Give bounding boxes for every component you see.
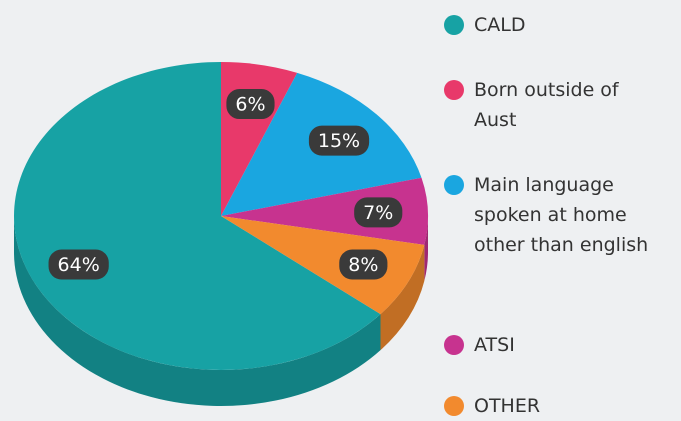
data-label: 64% [48, 249, 109, 280]
legend-label: OTHER [474, 395, 541, 417]
data-label: 15% [308, 125, 370, 156]
legend-item: Main language spoken at home other than … [444, 170, 664, 260]
slice-side [14, 216, 381, 407]
pie-chart: 64% 6% 15% 7% 8% [13, 62, 428, 407]
legend-swatch [444, 15, 464, 35]
legend-label: CALD [474, 14, 526, 36]
slice [13, 62, 381, 370]
legend-swatch [444, 175, 464, 195]
slice-side-shade [14, 216, 381, 407]
legend-item: ATSI [444, 330, 680, 360]
legend-swatch [444, 335, 464, 355]
data-label-bg [354, 197, 403, 228]
legend-swatch [444, 80, 464, 100]
legend-label: Born outside of Aust [474, 79, 619, 131]
data-label-text: 6% [235, 94, 265, 116]
legend-item: OTHER [444, 391, 680, 421]
slice [221, 177, 428, 245]
slice-side [380, 244, 425, 351]
data-label-bg [308, 125, 370, 156]
data-label-bg [226, 89, 275, 120]
slice [221, 216, 425, 315]
data-label-text: 15% [318, 130, 360, 152]
data-label: 8% [339, 249, 388, 280]
data-label-text: 7% [363, 202, 393, 224]
data-label: 6% [226, 89, 275, 120]
data-label-bg [48, 249, 109, 280]
legend-swatch [444, 396, 464, 416]
slice-side-shade [380, 244, 425, 351]
slice-side-shade [424, 216, 428, 281]
data-label-text: 8% [348, 254, 378, 276]
data-label-bg [339, 249, 388, 280]
legend-label: Main language spoken at home other than … [474, 174, 649, 256]
data-label: 7% [354, 197, 403, 228]
legend-label: ATSI [474, 334, 515, 356]
legend-item: CALD [444, 10, 680, 40]
slice-side [424, 216, 428, 281]
legend-item: Born outside of Aust [444, 75, 644, 135]
data-label-text: 64% [58, 254, 100, 276]
